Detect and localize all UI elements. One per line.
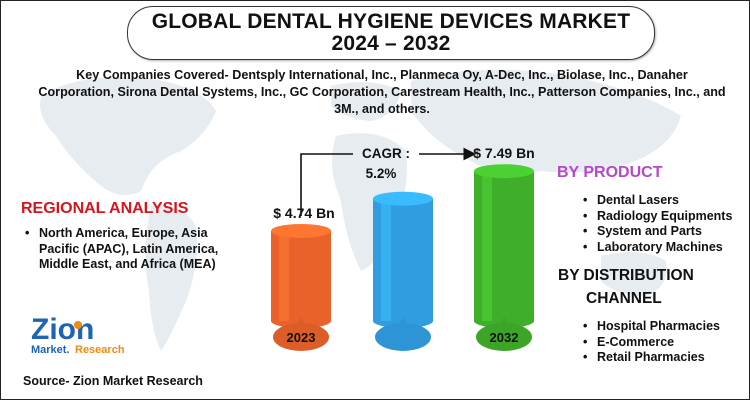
regional-item: North America, Europe, Asia Pacific (APA… [23,226,228,273]
zion-logo: Zion Market. Research [31,313,125,356]
bar-highlight [482,171,492,321]
bar-highlight [381,198,391,321]
bar-middle [373,191,433,328]
bar-highlight [279,230,289,321]
bar-top [474,164,534,179]
year-badge: 2032 [476,317,532,351]
product-item: Laboratory Machines [581,240,749,256]
product-item: System and Parts [581,224,749,240]
product-item: Radiology Equipments [581,209,749,225]
market-bar-chart: CAGR : 5.2% 2023 $ 4.74 Bn 2032 $ 7.49 Bn [271,145,535,351]
regional-analysis-heading: REGIONAL ANALYSIS [21,200,189,217]
product-item: Dental Lasers [581,193,749,209]
badge-body [476,323,532,351]
logo-word: Zion [31,313,94,346]
category-label: 2023 [287,330,316,345]
distribution-heading-line-1: BY DISTRIBUTION [558,267,694,284]
by-product-heading: BY PRODUCT [557,164,663,181]
cagr-arrow-left [300,153,353,216]
value-label: $ 4.74 Bn [273,205,334,221]
key-companies-text: Key Companies Covered- Dentsply Internat… [38,68,726,116]
logo-dot-icon [74,321,82,329]
year-badge [375,317,431,351]
channel-list: Hospital Pharmacies E-Commerce Retail Ph… [581,319,749,366]
channel-item: E-Commerce [581,335,749,351]
category-label: 2032 [490,330,519,345]
bar-top [271,223,331,238]
year-badge: 2023 [273,317,329,351]
regional-list: North America, Europe, Asia Pacific (APA… [23,226,228,273]
distribution-heading-line-2: CHANNEL [586,290,662,307]
badge-body [375,323,431,351]
channel-item: Hospital Pharmacies [581,319,749,335]
bar-2032 [474,164,534,328]
product-list: Dental Lasers Radiology Equipments Syste… [581,193,749,256]
cagr-label: CAGR : [362,146,410,161]
cagr-value: 5.2% [366,166,397,181]
badge-tip-icon [398,317,408,325]
logo-sub-2: Research [75,344,125,356]
title-line-2: 2024 – 2032 [331,32,451,55]
bar-2023 [271,223,331,328]
title-banner: GLOBAL DENTAL HYGIENE DEVICES MARKET 202… [127,6,655,60]
bar-top [373,191,433,206]
badge-body [273,323,329,351]
badge-tip-icon [296,317,306,325]
badge-tip-icon [499,317,509,325]
channel-item: Retail Pharmacies [581,350,749,366]
value-label: $ 7.49 Bn [473,145,534,161]
logo-sub-1: Market. [31,344,70,356]
source-text: Source- Zion Market Research [23,374,203,388]
title-line-1: GLOBAL DENTAL HYGIENE DEVICES MARKET [151,10,631,33]
